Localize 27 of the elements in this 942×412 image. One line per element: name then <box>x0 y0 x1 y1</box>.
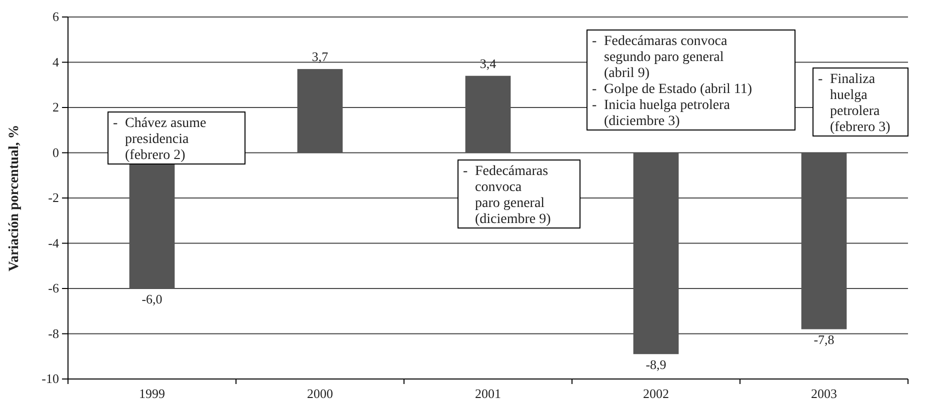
y-tick-label: 2 <box>52 100 59 115</box>
data-label: 3,7 <box>312 49 329 64</box>
bar <box>633 152 679 354</box>
y-tick-label: 4 <box>52 54 60 70</box>
data-label: -8,9 <box>646 357 666 372</box>
x-tick-label: 2000 <box>307 386 333 402</box>
y-tick-label: -2 <box>48 190 59 206</box>
annotation: - Fedecámaras convoca paro general (diciembre 9) <box>463 164 552 227</box>
y-axis-title: Variación porcentual, % <box>7 124 22 272</box>
y-tick-label: -10 <box>42 371 59 386</box>
y-tick-label: -8 <box>48 326 59 341</box>
text: - Fedecámaras convoca segundo paro general (abril 9) - Golpe de Estado (abril 11) - Inicia huelga petrolera (diciembre 3) <box>592 34 752 129</box>
data-label: -6,0 <box>142 292 162 306</box>
annotation: - Chávez asume presidencia (febrero 2) <box>113 116 206 163</box>
bar <box>801 152 847 330</box>
x-tick-label: 2001 <box>475 386 501 402</box>
y-tick-label: -6 <box>48 280 60 296</box>
data-label: -7,8 <box>814 332 834 348</box>
x-tick-label: 2002 <box>643 386 669 402</box>
y-tick-label: 0 <box>52 144 59 160</box>
bar <box>465 76 511 153</box>
y-tick-label: -4 <box>48 235 60 250</box>
annotation: - Finaliza huelga petrolera (febrero 3) <box>818 72 891 135</box>
x-tick-label: 1999 <box>139 386 165 402</box>
y-tick-label: 6 <box>52 9 60 24</box>
x-tick-label: 2003 <box>811 386 837 402</box>
bar <box>297 69 343 153</box>
